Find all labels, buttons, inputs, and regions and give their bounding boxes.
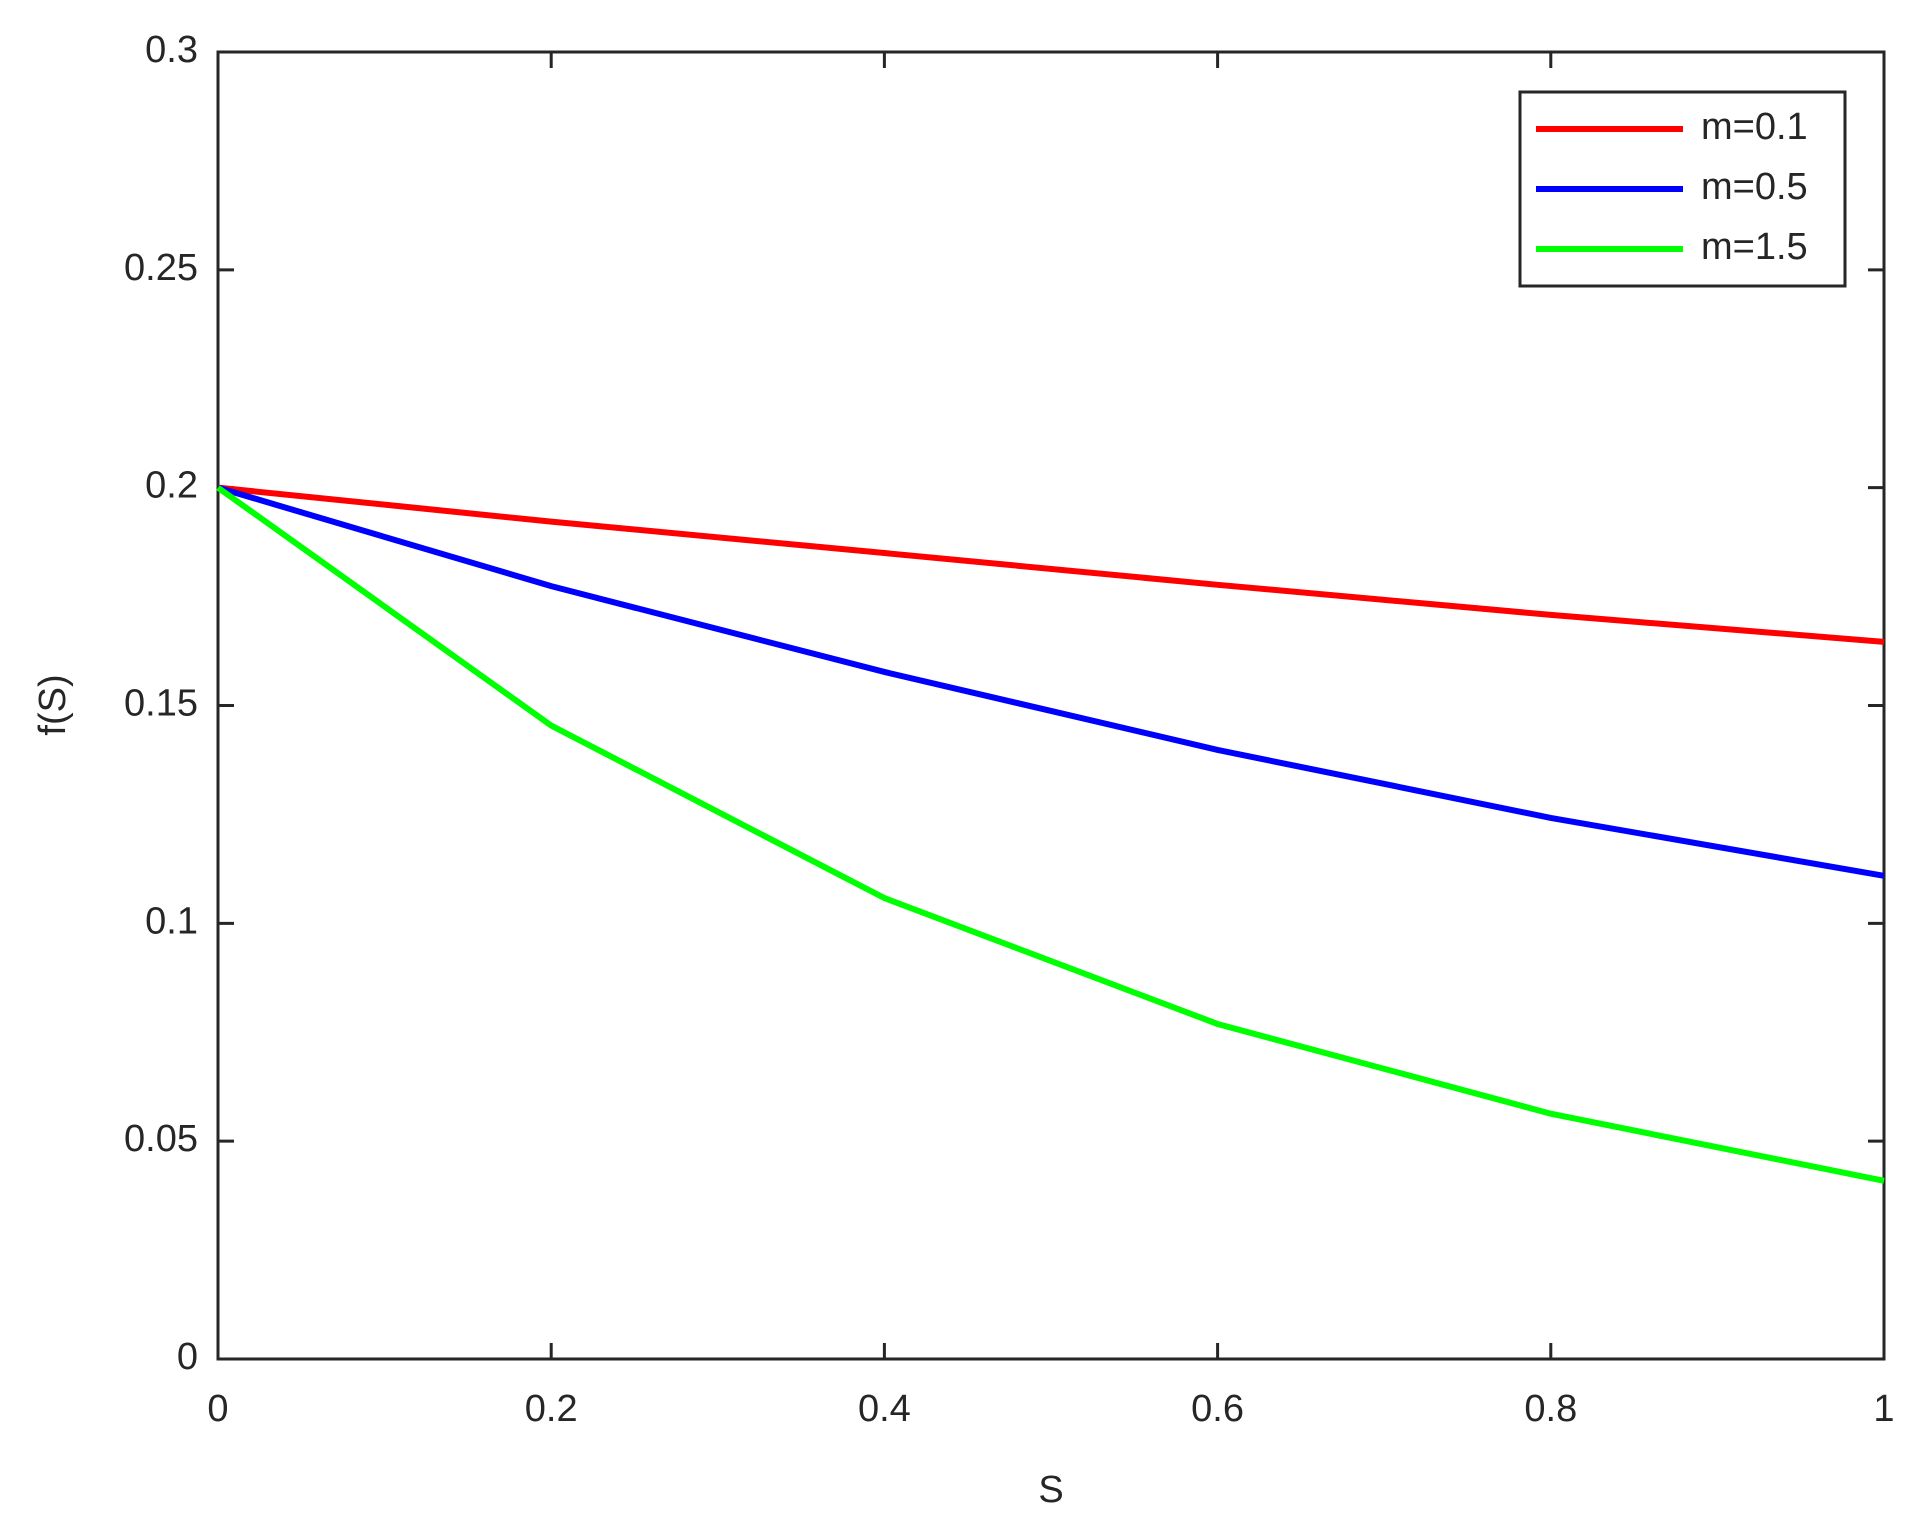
legend-label: m=0.5 [1701,166,1808,208]
x-axis-label: S [1038,1469,1063,1511]
x-tick-label: 0 [207,1388,228,1430]
y-tick-label: 0.2 [145,465,198,507]
x-tick-label: 0.2 [525,1388,578,1430]
series-line [216,485,1885,1184]
legend-label: m=0.1 [1701,106,1808,148]
series-line [217,484,1885,645]
series-line [217,484,1885,879]
legend-label: m=1.5 [1701,226,1808,268]
x-tick-label: 0.6 [1191,1388,1244,1430]
y-tick-label: 0 [177,1336,198,1378]
y-tick-label: 0.1 [145,900,198,942]
y-tick-label: 0.05 [124,1118,198,1160]
x-tick-label: 0.4 [858,1388,911,1430]
y-tick-label: 0.3 [145,29,198,71]
x-tick-label: 0.8 [1524,1388,1577,1430]
y-tick-label: 0.25 [124,247,198,289]
y-tick-label: 0.15 [124,683,198,725]
x-tick-label: 1 [1873,1388,1894,1430]
y-axis-label: f(S) [32,674,74,735]
